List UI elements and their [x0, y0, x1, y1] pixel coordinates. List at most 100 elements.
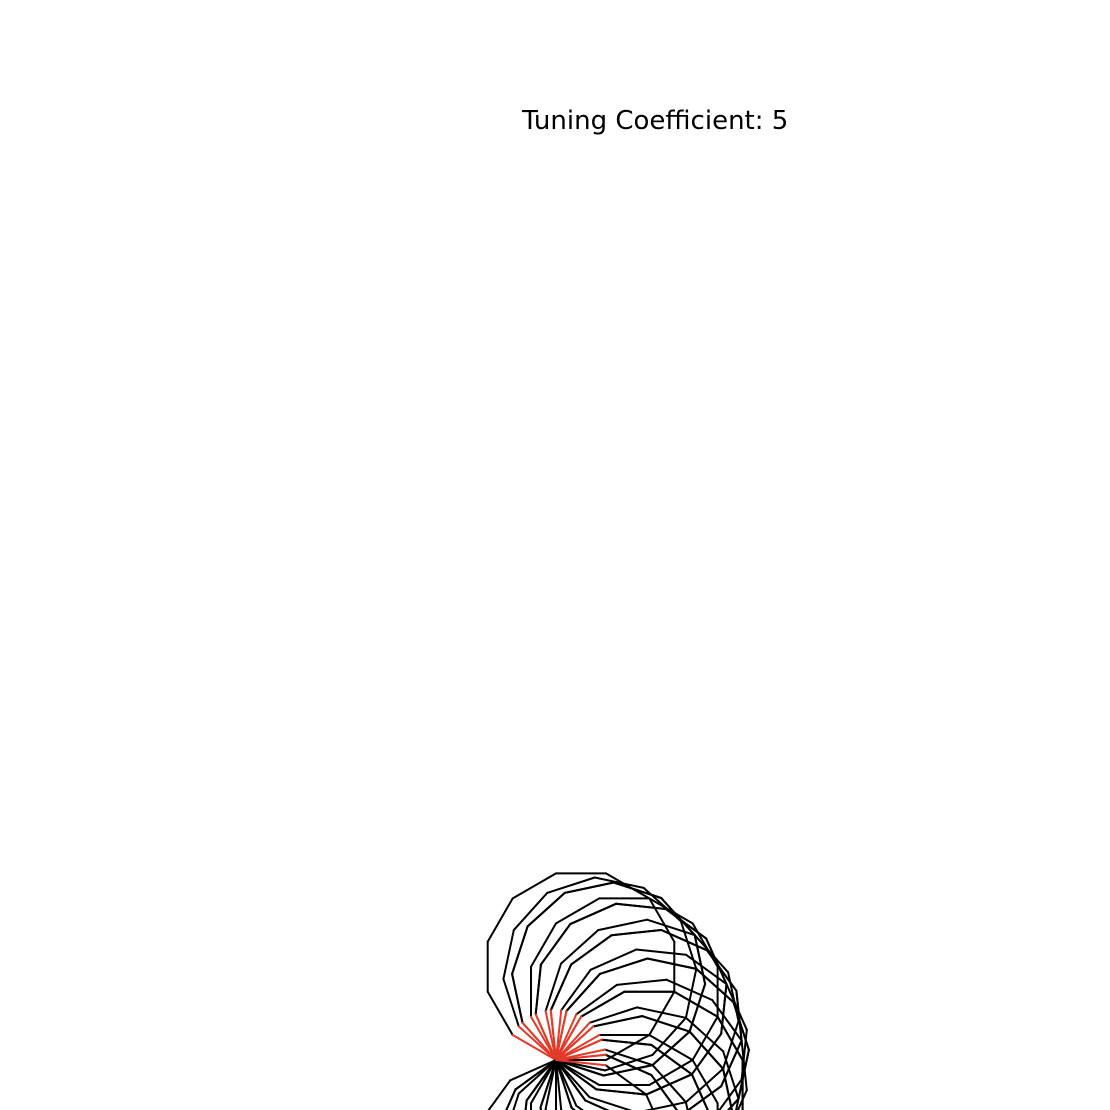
path-segment: [737, 1048, 750, 1100]
path-segment: [580, 990, 626, 1018]
path-segment: [610, 929, 663, 937]
path-segment: [711, 999, 743, 1042]
path-segment: [525, 1059, 557, 1102]
path-segment: [486, 990, 514, 1036]
path-segment: [645, 1093, 655, 1110]
path-segment: [505, 1088, 517, 1110]
path-segment: [512, 1092, 520, 1110]
path-segment: [487, 1079, 512, 1110]
path-segment: [539, 1059, 557, 1109]
path-segment: [664, 908, 708, 940]
path-segment: [505, 1088, 517, 1110]
path-segment: [511, 872, 557, 900]
path-segment: [635, 948, 687, 956]
path-segment: [563, 881, 615, 894]
tuning-coefficient-label: Tuning Coefficient: 5: [522, 106, 789, 136]
path-segment: [650, 1043, 693, 1076]
path-segment: [716, 1015, 744, 1061]
path-segment: [565, 972, 601, 1013]
connector-segment: [555, 1010, 568, 1061]
path-segment: [706, 949, 738, 992]
path-segment: [718, 1078, 743, 1110]
path-segment: [615, 902, 667, 910]
path-segment: [693, 934, 730, 974]
path-segment: [691, 1059, 719, 1105]
path-segment: [546, 876, 596, 894]
path-segment: [688, 1030, 725, 1070]
path-segment: [722, 1050, 740, 1100]
path-segment: [684, 967, 698, 1019]
path-segment: [575, 983, 618, 1016]
path-segment: [615, 978, 668, 986]
path-segment: [588, 1006, 638, 1024]
path-segment: [597, 918, 649, 932]
path-segment: [690, 1073, 709, 1110]
connector-segment: [521, 1021, 557, 1061]
path-segment: [612, 881, 663, 899]
connector-segment: [555, 1025, 595, 1061]
path-segment: [555, 1059, 605, 1077]
path-segment: [600, 1038, 653, 1046]
path-segment: [509, 1059, 557, 1082]
path-segment: [534, 963, 542, 1016]
path-segment: [604, 1064, 648, 1096]
path-segment: [641, 1015, 691, 1033]
path-segment: [589, 948, 638, 971]
path-segment: [660, 929, 708, 952]
path-segment: [595, 1088, 648, 1096]
path-segment: [588, 1096, 633, 1110]
path-segment: [569, 902, 617, 926]
path-segment: [511, 925, 529, 975]
path-segment: [502, 978, 520, 1028]
path-segment: [593, 876, 645, 889]
path-segment: [673, 990, 719, 1018]
path-segment: [691, 1015, 719, 1061]
path-segment: [735, 989, 743, 1042]
connector-segment: [549, 1009, 557, 1061]
path-segment: [544, 962, 563, 1013]
path-segment: [530, 922, 557, 968]
path-segment: [502, 929, 515, 980]
path-segment: [592, 1015, 644, 1028]
path-segment: [644, 1101, 687, 1110]
path-segment: [684, 1016, 725, 1053]
path-segment: [539, 923, 572, 966]
path-segment: [636, 1006, 687, 1019]
path-segment: [605, 1034, 651, 1061]
path-segment: [526, 891, 566, 928]
path-segment: [560, 968, 592, 1012]
path-segment: [570, 934, 613, 966]
path-segment: [651, 1064, 687, 1104]
path-segment: [598, 957, 649, 975]
path-segment: [604, 1053, 653, 1077]
connector-segment: [555, 1038, 603, 1061]
path-segment: [555, 1059, 598, 1091]
path-segment: [514, 1059, 557, 1091]
path-segment: [695, 967, 735, 1004]
path-segment: [584, 1099, 610, 1110]
path-segment: [549, 963, 573, 1012]
connector-segment: [534, 1013, 557, 1061]
path-segment: [524, 1099, 528, 1110]
path-segment: [665, 978, 714, 1001]
path-segment: [605, 872, 651, 900]
path-segment: [740, 1039, 748, 1092]
path-segment: [511, 972, 524, 1024]
path-segment: [686, 1085, 723, 1110]
path-segment: [560, 929, 600, 965]
connector-segment: [511, 1034, 557, 1061]
path-segment: [648, 897, 694, 925]
path-segment: [646, 918, 696, 937]
path-segment: [727, 1097, 740, 1110]
path-segment: [486, 897, 514, 943]
path-segment: [650, 1074, 678, 1110]
path-segment: [660, 897, 696, 937]
path-segment: [705, 937, 728, 986]
path-segment: [725, 983, 748, 1031]
path-segment: [555, 1059, 587, 1102]
path-segment: [684, 1067, 725, 1104]
path-segment: [555, 897, 601, 925]
path-segment: [732, 1001, 750, 1051]
